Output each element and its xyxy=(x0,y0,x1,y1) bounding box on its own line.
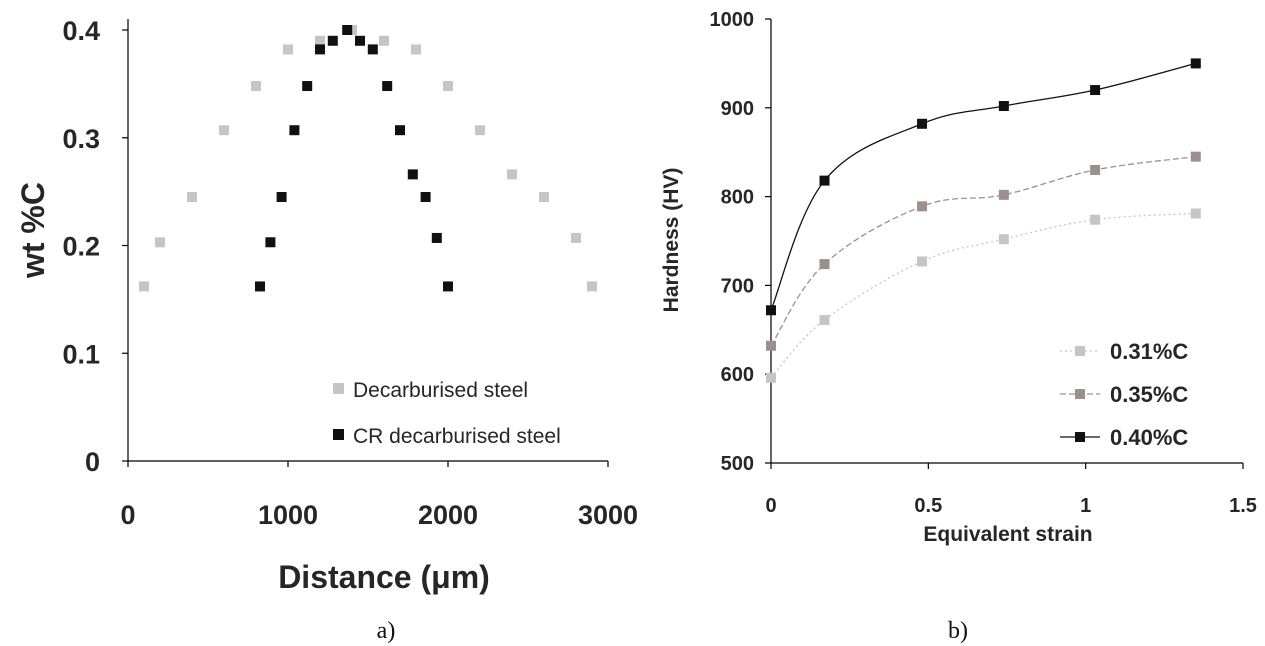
chart-b-points xyxy=(766,58,1201,383)
chart-b-point xyxy=(998,234,1009,245)
chart-a-panel-label: a) xyxy=(377,618,396,644)
chart-a-point xyxy=(411,44,421,55)
chart-a-legend-marker-decarburised xyxy=(333,383,344,394)
chart-a-y-axis-label: wt %C xyxy=(15,182,51,279)
chart-b-point xyxy=(819,175,830,186)
chart-b-point xyxy=(766,372,776,383)
chart-b-y-tick-label: 1000 xyxy=(710,9,755,31)
chart-a-point xyxy=(327,35,338,46)
chart-b-ticks: 500 600 700 800 900 1000 0 0.5 1 1.5 xyxy=(710,9,1257,517)
chart-a-point xyxy=(315,44,325,55)
chart-b-point xyxy=(917,256,928,267)
chart-a-point xyxy=(355,35,365,46)
chart-b-point xyxy=(998,101,1009,112)
chart-b-point xyxy=(1190,208,1201,219)
chart-a-point xyxy=(571,232,581,243)
chart-b-x-tick-label: 1.5 xyxy=(1229,495,1257,517)
chart-a-y-tick-label: 0.4 xyxy=(62,16,100,46)
chart-a-point xyxy=(395,125,405,136)
chart-a-point xyxy=(265,237,276,248)
chart-a-point xyxy=(407,169,418,180)
chart-b-point xyxy=(917,201,928,212)
chart-b-series-line xyxy=(770,62,1196,311)
chart-b-legend-label-031: 0.31%C xyxy=(1110,339,1188,364)
chart-b-point xyxy=(1090,214,1101,225)
chart-b-point xyxy=(917,118,928,129)
chart-a-point xyxy=(443,81,453,92)
chart-b-y-axis-label: Hardness (HV) xyxy=(660,168,683,313)
chart-a-point xyxy=(379,35,389,46)
chart-b-y-tick-label: 900 xyxy=(721,98,754,120)
chart-a-point xyxy=(276,192,287,203)
chart-a-point xyxy=(255,281,265,292)
chart-a-x-tick-label: 3000 xyxy=(578,500,638,530)
chart-a-point xyxy=(382,81,393,92)
chart-b-point xyxy=(819,259,830,270)
chart-a-point xyxy=(443,281,453,292)
chart-b-legend-label-040: 0.40%C xyxy=(1110,425,1188,450)
chart-a-y-tick-label: 0.1 xyxy=(62,339,100,369)
chart-b-point xyxy=(766,340,776,351)
chart-a-point xyxy=(342,25,353,35)
chart-a-y-tick-label: 0.3 xyxy=(62,124,100,154)
chart-b-x-tick-label: 0 xyxy=(765,495,776,517)
chart-b-point xyxy=(1090,164,1101,175)
chart-b-y-tick-label: 800 xyxy=(721,187,754,209)
chart-a-point xyxy=(251,81,261,92)
chart-b-x-tick-label: 0.5 xyxy=(914,495,942,517)
chart-b-y-tick-label: 600 xyxy=(721,364,754,386)
chart-b-legend-marker-031 xyxy=(1075,346,1085,356)
chart-b-y-tick-label: 700 xyxy=(721,275,754,297)
chart-b-legend-label-035: 0.35%C xyxy=(1110,382,1188,407)
chart-b-legend-marker-035 xyxy=(1075,389,1085,399)
chart-a-legend-label-decarburised: Decarburised steel xyxy=(353,379,528,402)
chart-a-y-tick-label: 0.2 xyxy=(62,232,100,262)
chart-a-y-tick-label: 0 xyxy=(85,447,100,477)
chart-a-point xyxy=(367,44,378,55)
chart-b-series-line xyxy=(770,155,1196,347)
chart-a-legend-label-cr-decarburised: CR decarburised steel xyxy=(353,425,561,448)
chart-a-point xyxy=(219,125,229,136)
chart-a-point xyxy=(315,35,325,46)
chart-b: 500 600 700 800 900 1000 0 0.5 1 1.5 Hardness (HV… xyxy=(660,9,1257,644)
chart-a-point xyxy=(302,81,313,92)
chart-a-point xyxy=(420,192,431,203)
chart-b-panel-label: b) xyxy=(948,618,968,644)
chart-a-point xyxy=(475,125,485,136)
chart-a-x-tick-label: 0 xyxy=(120,500,135,530)
chart-a-point xyxy=(431,232,442,243)
chart-a-point xyxy=(289,125,300,136)
chart-a-legend-marker-cr-decarburised xyxy=(333,429,344,440)
chart-a-legend: Decarburised steel CR decarburised steel xyxy=(333,379,561,448)
chart-a-point xyxy=(187,192,197,203)
chart-a: 0 0.1 0.2 0.3 0.4 0 1000 2000 3000 wt %C Distanc… xyxy=(15,16,638,644)
chart-b-x-axis-label: Equivalent strain xyxy=(923,523,1092,546)
chart-b-legend-marker-040 xyxy=(1075,432,1085,442)
chart-a-x-tick-label: 1000 xyxy=(258,500,318,530)
chart-b-point xyxy=(819,315,830,326)
chart-a-points xyxy=(139,25,597,292)
chart-b-y-tick-label: 500 xyxy=(721,453,754,475)
chart-a-point xyxy=(283,44,293,55)
chart-b-legend: 0.31%C 0.35%C 0.40%C xyxy=(1060,339,1188,450)
chart-a-point xyxy=(507,169,517,180)
chart-b-point xyxy=(1190,151,1201,162)
chart-a-point xyxy=(155,237,165,248)
chart-b-series-lines xyxy=(770,62,1196,379)
chart-b-point xyxy=(1190,58,1201,69)
chart-b-series-line xyxy=(770,212,1196,379)
chart-a-ticks: 0 0.1 0.2 0.3 0.4 0 1000 2000 3000 xyxy=(62,16,638,530)
chart-b-point xyxy=(998,189,1009,200)
chart-b-x-tick-label: 1 xyxy=(1080,495,1091,517)
chart-a-point xyxy=(139,281,149,292)
chart-b-point xyxy=(766,305,776,316)
chart-b-point xyxy=(1090,85,1101,96)
chart-a-x-tick-label: 2000 xyxy=(418,500,478,530)
chart-a-x-axis-label: Distance (μm) xyxy=(278,559,490,595)
chart-a-point xyxy=(587,281,597,292)
chart-a-point xyxy=(539,192,549,203)
